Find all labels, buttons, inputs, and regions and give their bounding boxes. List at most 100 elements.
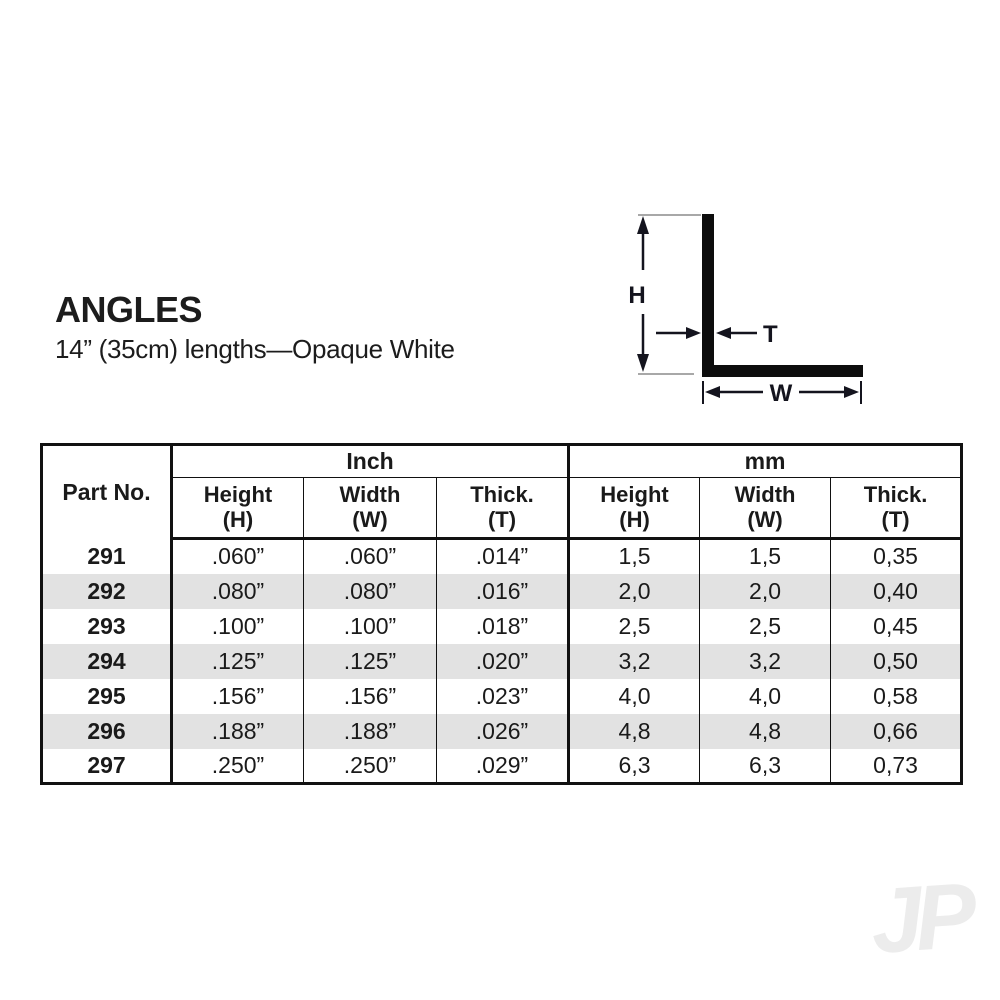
value-cell: .080” [303,573,437,609]
w-dimension-label: W [770,380,793,407]
header-line2: (H) [222,506,254,532]
mm-thick-header: Thick. (T) [830,477,962,540]
value-cell: 1,5 [699,538,831,574]
value-cell: .188” [303,713,437,749]
part-no-cell: 292 [41,573,173,609]
value-cell: 0,58 [830,678,962,714]
part-no-cell: 291 [41,538,173,574]
sub-header-row: Height (H) Width (W) Thick. (T) Height (… [42,477,962,540]
angle-diagram-svg: H T W [628,214,863,407]
value-cell: .188” [171,713,304,749]
value-cell: 2,5 [699,608,831,644]
header-line1: Height [600,482,669,508]
table-row: 291.060” .060” .014” 1,5 1,5 0,35 [41,538,962,574]
part-no-cell: 296 [41,713,173,749]
t-arrow-right [686,327,701,339]
value-cell: .156” [303,678,437,714]
angle-shape [702,214,863,377]
value-cell: 0,45 [830,608,962,644]
value-cell: 6,3 [699,748,831,784]
value-cell: .060” [171,538,304,574]
table-row: 293.100” .100” .018” 2,5 2,5 0,45 [41,608,962,644]
value-cell: 0,40 [830,573,962,609]
inch-height-header: Height (H) [171,477,304,540]
w-arrow-right [844,386,859,398]
value-cell: 0,66 [830,713,962,749]
value-cell: .100” [171,608,304,644]
value-cell: 4,0 [699,678,831,714]
value-cell: 2,5 [567,608,700,644]
table-row: 296.188” .188” .026” 4,8 4,8 0,66 [41,713,962,749]
table-body: 291.060” .060” .014” 1,5 1,5 0,35 292.080” .080… [41,538,962,784]
value-cell: .125” [171,643,304,679]
value-cell: .018” [435,608,569,644]
value-cell: 0,35 [830,538,962,574]
value-cell: .156” [171,678,304,714]
t-dimension-label: T [763,321,778,348]
jp-watermark-logo: JP [867,864,974,974]
value-cell: 2,0 [567,573,700,609]
value-cell: 3,2 [699,643,831,679]
value-cell: 3,2 [567,643,700,679]
mm-height-header: Height (H) [567,477,700,540]
angle-cross-section-diagram: H T W [600,190,890,410]
part-no-cell: 295 [41,678,173,714]
value-cell: 4,0 [567,678,700,714]
table-row: 294.125” .125” .020” 3,2 3,2 0,50 [41,643,962,679]
table-row: 297.250” .250” .029” 6,3 6,3 0,73 [41,748,962,784]
value-cell: .014” [435,538,569,574]
header-line1: Thick. [863,482,928,508]
value-cell: 0,73 [830,748,962,784]
header-line2: (H) [619,506,650,532]
inch-thick-header: Thick. (T) [435,477,569,540]
header-line2: (W) [352,506,388,532]
mm-group-header: mm [567,444,962,478]
value-cell: 4,8 [699,713,831,749]
inch-group-header: Inch [171,444,569,478]
header-line2: (W) [747,506,783,532]
table-row: 292.080” .080” .016” 2,0 2,0 0,40 [41,573,962,609]
value-cell: 6,3 [567,748,700,784]
header-line1: Width [734,482,796,508]
t-arrow-left [716,327,731,339]
inch-width-header: Width (W) [303,477,437,540]
header-line2: (T) [881,506,910,532]
group-header-row: Part No. Inch mm [41,444,962,539]
mm-width-header: Width (W) [699,477,831,540]
angles-spec-table: Part No. Inch mm Height (H) Width (W) Th… [40,443,964,785]
value-cell: 2,0 [699,573,831,609]
spec-table-wrap: Part No. Inch mm Height (H) Width (W) Th… [40,443,964,785]
value-cell: .029” [435,748,569,784]
part-no-cell: 297 [41,748,173,784]
value-cell: .023” [435,678,569,714]
page-title: ANGLES [55,289,203,330]
page-subtitle: 14” (35cm) lengths—Opaque White [55,334,455,364]
part-no-header: Part No. [41,444,173,539]
value-cell: .100” [303,608,437,644]
value-cell: 4,8 [567,713,700,749]
part-no-cell: 294 [41,643,173,679]
part-no-cell: 293 [41,608,173,644]
header-line1: Height [203,482,273,508]
value-cell: .250” [303,748,437,784]
value-cell: .016” [435,573,569,609]
value-cell: .026” [435,713,569,749]
value-cell: 0,50 [830,643,962,679]
header-line1: Width [339,482,401,508]
h-arrow-down [637,354,649,372]
table-row: 295.156” .156” .023” 4,0 4,0 0,58 [41,678,962,714]
value-cell: .060” [303,538,437,574]
w-arrow-left [705,386,720,398]
value-cell: 1,5 [567,538,700,574]
table-head: Part No. Inch mm Height (H) Width (W) Th… [41,444,962,540]
title-block: ANGLES 14” (35cm) lengths—Opaque White [55,292,455,365]
value-cell: .080” [171,573,304,609]
header-line2: (T) [487,506,517,532]
value-cell: .250” [171,748,304,784]
value-cell: .125” [303,643,437,679]
h-dimension-label: H [628,282,645,309]
h-arrow-up [637,216,649,234]
header-line1: Thick. [470,482,534,508]
value-cell: .020” [435,643,569,679]
